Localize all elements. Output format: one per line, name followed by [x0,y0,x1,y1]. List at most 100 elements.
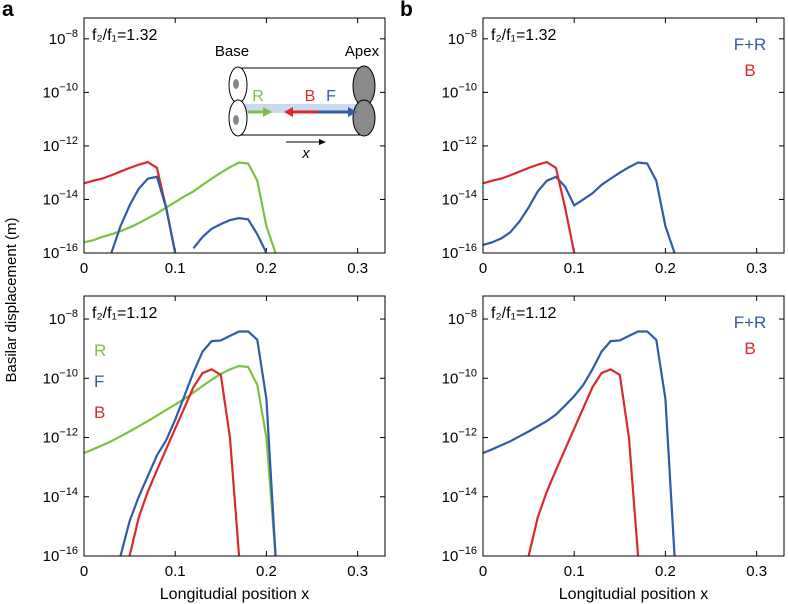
inset-apex-ellipse [352,99,376,137]
y-tick-base: 10 [442,138,459,155]
legend-label: F [94,372,104,391]
y-tick-label: 10−14 [442,486,477,506]
inset-label: R [252,88,264,105]
y-tick-base: 10 [448,31,465,48]
y-tick-exponent: −14 [458,188,477,200]
series-line [483,160,576,253]
inset-arrowhead [263,107,272,117]
x-axis-label: Longitudial position x [160,586,309,603]
axes-box [482,295,785,557]
y-tick-base: 10 [448,311,465,328]
y-tick-label: 10−10 [43,367,78,387]
annotation: f₂/f₁=1.12 [491,305,557,322]
x-tick-label: 0.2 [655,260,676,277]
y-tick-exponent: −12 [458,135,477,147]
inset-label: F [326,88,336,105]
x-tick-label: 0.3 [347,563,368,580]
series-line [483,330,676,556]
y-tick-base: 10 [43,191,60,208]
inset-arrowhead [319,139,326,145]
y-tick-exponent: −8 [464,28,477,40]
y-tick-exponent: −16 [458,545,477,557]
y-tick-base: 10 [49,31,66,48]
x-tick-label: 0.2 [256,260,277,277]
x-tick-label: 0.3 [746,563,767,580]
y-tick-base: 10 [442,489,459,506]
series-line [128,368,241,556]
x-tick-label: 0.1 [564,260,585,277]
y-tick-label: 10−8 [49,308,78,328]
inset-dot [233,115,239,125]
inset-tube [237,67,365,136]
y-tick-base: 10 [442,245,459,262]
annotation: f₂/f₁=1.32 [92,27,158,44]
panel-label: b [400,0,413,21]
y-tick-exponent: −8 [464,308,477,320]
y-tick-label: 10−12 [442,427,477,447]
y-tick-base: 10 [43,138,60,155]
legend-label: B [744,339,755,358]
y-tick-label: 10−8 [448,308,477,328]
y-tick-label: 10−16 [43,242,78,262]
x-axis-label: Longitudial position x [559,586,708,603]
inset-dot [233,79,239,89]
annotation: f₂/f₁=1.12 [92,305,158,322]
y-tick-label: 10−16 [43,545,78,565]
y-tick-base: 10 [442,191,459,208]
axes-box [83,17,386,254]
series-line [483,161,676,253]
x-tick-label: 0 [479,260,487,277]
y-tick-label: 10−14 [43,486,78,506]
y-tick-exponent: −14 [59,188,78,200]
inset-diagram: Base Apex R B F x [215,43,380,162]
legend-label: B [94,403,105,422]
y-axis-label: Basilar displacement (m) [3,217,20,382]
y-tick-label: 10−8 [49,28,78,48]
y-tick-exponent: −12 [59,427,78,439]
x-tick-label: 0 [80,563,88,580]
y-tick-exponent: −10 [458,367,477,379]
y-tick-base: 10 [442,548,459,565]
axes-box [482,17,785,254]
y-tick-exponent: −10 [458,81,477,93]
y-tick-base: 10 [43,245,60,262]
y-tick-label: 10−8 [448,28,477,48]
series-line [119,330,277,556]
y-tick-exponent: −8 [65,28,78,40]
annotation: f₂/f₁=1.32 [491,27,557,44]
x-tick-label: 0 [80,260,88,277]
y-tick-exponent: −12 [59,135,78,147]
y-tick-base: 10 [43,430,60,447]
y-tick-base: 10 [442,84,459,101]
series-line [84,364,277,556]
y-tick-label: 10−10 [442,81,477,101]
legend-label: F+R [734,313,767,332]
y-tick-base: 10 [43,370,60,387]
series-line [527,368,640,556]
y-tick-exponent: −16 [59,242,78,254]
x-tick-label: 0.2 [655,563,676,580]
inset-arrowhead [348,107,357,117]
y-tick-label: 10−12 [442,135,477,155]
y-tick-label: 10−14 [43,188,78,208]
y-tick-exponent: −12 [458,427,477,439]
x-tick-label: 0.1 [165,260,186,277]
y-tick-label: 10−16 [442,545,477,565]
y-tick-label: 10−12 [43,427,78,447]
inset-band [240,104,360,113]
y-tick-label: 10−16 [442,242,477,262]
y-tick-label: 10−14 [442,188,477,208]
legend-label: F+R [734,35,767,54]
x-tick-label: 0.1 [165,563,186,580]
y-tick-exponent: −8 [65,308,78,320]
y-tick-base: 10 [442,370,459,387]
y-tick-base: 10 [43,84,60,101]
axes-box [83,295,386,557]
x-tick-label: 0.2 [256,563,277,580]
y-tick-label: 10−10 [43,81,78,101]
y-tick-base: 10 [43,548,60,565]
